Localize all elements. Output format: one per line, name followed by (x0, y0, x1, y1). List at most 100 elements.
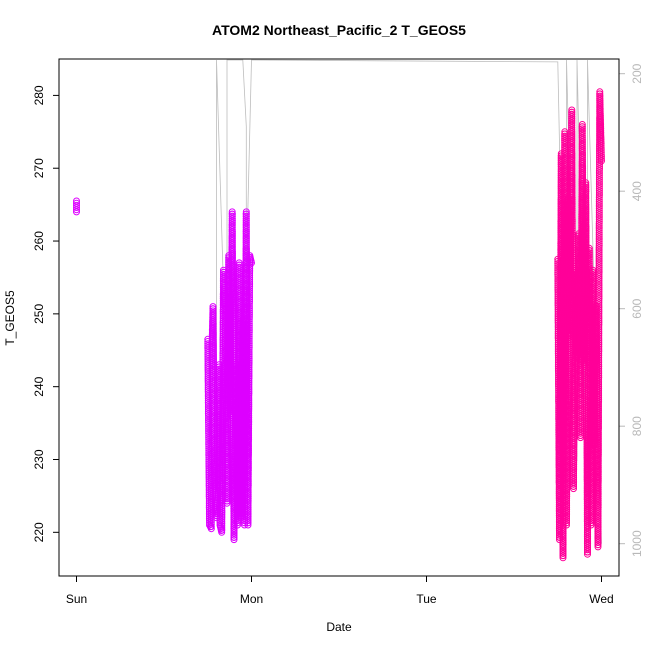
data-point (245, 396, 253, 404)
data-point (244, 469, 252, 476)
data-point (223, 482, 231, 490)
data-point (228, 223, 236, 231)
data-point (244, 506, 252, 514)
y-axis-label: T_GEOS5 (3, 290, 17, 346)
data-point (228, 228, 236, 236)
data-point (244, 473, 252, 481)
data-point (244, 519, 252, 527)
data-point (235, 270, 243, 278)
data-point (73, 199, 80, 207)
data-point (243, 245, 250, 253)
data-point (246, 295, 253, 303)
data-point (245, 352, 253, 360)
data-point (241, 383, 249, 391)
data-point (244, 455, 252, 463)
data-point (245, 379, 253, 387)
data-point (244, 504, 252, 511)
data-point (244, 482, 252, 490)
data-point (228, 221, 236, 229)
data-point (230, 527, 238, 535)
data-point (223, 475, 231, 483)
data-point (242, 232, 250, 240)
data-point (241, 392, 249, 400)
data-point (244, 453, 252, 461)
data-point (245, 398, 253, 406)
data-point (245, 331, 253, 338)
data-point (220, 275, 228, 283)
data-point (246, 285, 253, 292)
data-point (223, 466, 231, 474)
data-point (209, 316, 217, 324)
data-point (244, 464, 252, 472)
data-point (245, 381, 253, 389)
data-point (242, 241, 250, 249)
data-point (246, 298, 253, 306)
data-point (209, 307, 217, 315)
data-point (218, 515, 226, 523)
data-point (223, 473, 231, 481)
data-point (245, 346, 253, 354)
data-point (245, 431, 253, 439)
data-point (243, 247, 250, 255)
data-point (229, 265, 237, 273)
data-point (243, 357, 251, 365)
data-point (245, 368, 253, 376)
data-point (245, 361, 253, 369)
data-point (245, 447, 252, 455)
data-point (244, 517, 252, 525)
data-point (218, 522, 226, 530)
data-point (223, 477, 231, 485)
data-point (209, 318, 217, 326)
data-point (229, 278, 237, 286)
data-point (244, 486, 252, 494)
data-point (246, 280, 254, 288)
data-point (209, 322, 217, 330)
data-point (209, 336, 217, 343)
data-point (223, 469, 231, 476)
data-point (242, 221, 250, 229)
data-point (209, 331, 217, 339)
data-point (244, 458, 252, 465)
data-point (228, 243, 236, 251)
data-point (241, 390, 249, 398)
data-point (245, 326, 253, 334)
data-point (243, 348, 251, 356)
data-point (235, 274, 243, 282)
data-point (209, 305, 217, 313)
data-point (223, 490, 231, 498)
data-point (245, 320, 253, 327)
data-point (245, 407, 253, 415)
data-point (242, 210, 250, 218)
data-point (245, 355, 253, 363)
data-point (244, 484, 252, 492)
data-point (245, 438, 252, 446)
data-point (245, 328, 253, 336)
data-point (229, 267, 237, 275)
data-point (207, 523, 215, 530)
data-point (235, 277, 243, 284)
data-point (244, 477, 252, 485)
data-point (246, 282, 254, 290)
data-point (245, 372, 253, 380)
data-point (73, 201, 80, 209)
data-point (229, 274, 237, 282)
data-point (228, 215, 236, 222)
data-point (209, 303, 217, 311)
data-point (228, 217, 236, 225)
data-point (245, 374, 253, 382)
data-point (228, 212, 236, 220)
data-point (218, 520, 226, 528)
data-point (218, 507, 226, 514)
data-point (245, 350, 253, 358)
data-point (229, 256, 236, 264)
data-point (246, 289, 253, 297)
data-point (245, 333, 253, 341)
data-point (245, 440, 252, 448)
data-point (73, 197, 80, 205)
data-point (229, 270, 237, 277)
data-point (241, 379, 249, 387)
data-point (243, 352, 251, 360)
data-point (228, 237, 236, 244)
data-point (245, 423, 253, 430)
data-point (245, 416, 253, 424)
